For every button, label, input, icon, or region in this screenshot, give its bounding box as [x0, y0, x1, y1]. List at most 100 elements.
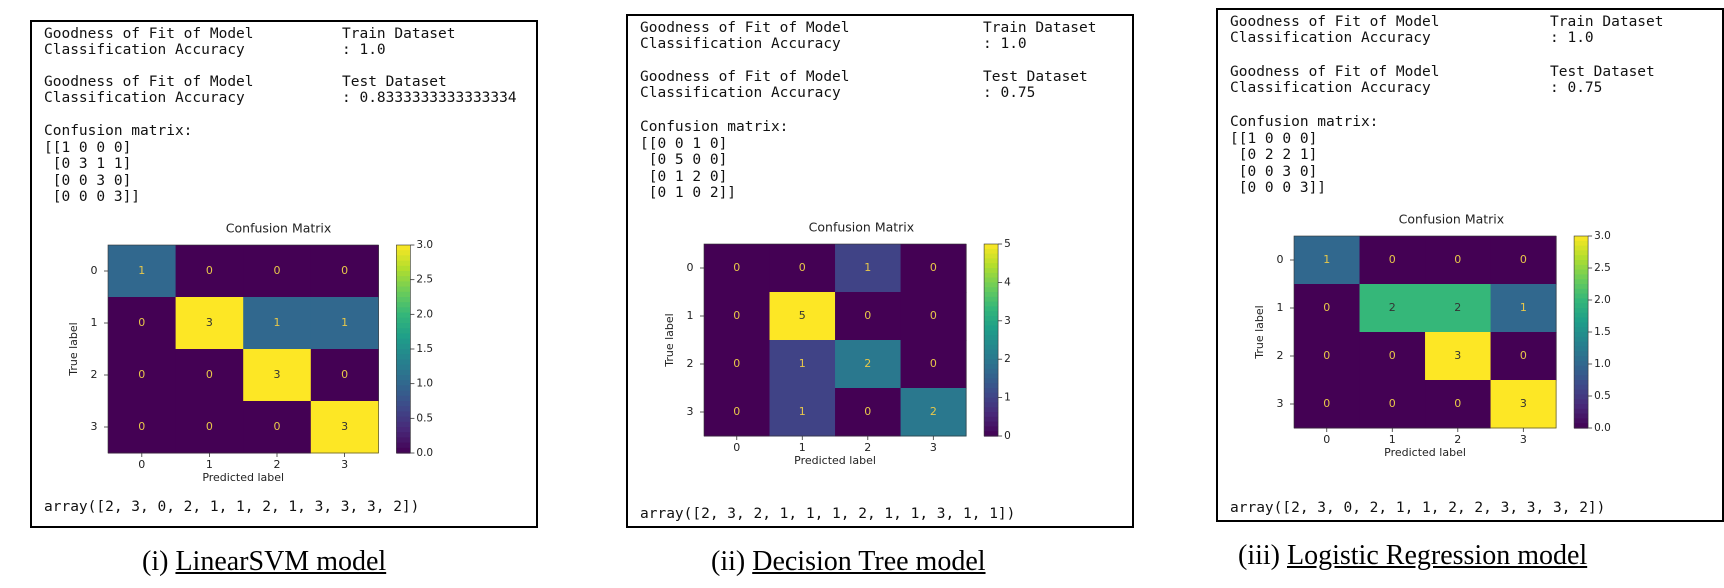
colorbar-segment	[1574, 284, 1589, 290]
caption-logistic-regression: (iii) Logistic Regression model	[1238, 540, 1588, 571]
colorbar-segment	[396, 411, 411, 418]
chart-title: Confusion Matrix	[226, 221, 332, 236]
colorbar-segment	[984, 263, 999, 269]
colorbar-segment	[1574, 332, 1589, 338]
heatmap-cell	[769, 292, 836, 341]
colorbar-segment	[396, 343, 411, 350]
colorbar-segment	[396, 421, 411, 428]
train-dataset-label: Train Dataset : 1.0	[1550, 14, 1664, 46]
colorbar-segment	[1574, 356, 1589, 362]
heatmap-cell	[1359, 284, 1426, 333]
colorbar-segment	[984, 402, 999, 408]
colorbar-segment	[396, 401, 411, 407]
plot-frame	[107, 244, 379, 454]
colorbar-segment	[396, 333, 411, 340]
fit-label: Goodness of Fit of Model Classification …	[640, 20, 850, 52]
heatmap-cell	[835, 388, 902, 437]
heatmap-cell	[704, 244, 771, 293]
colorbar-segment	[396, 416, 411, 423]
cell-value-label: 2	[930, 405, 937, 418]
heatmap-cell	[310, 245, 379, 298]
heatmap-cell	[1425, 284, 1492, 333]
prediction-array: array([2, 3, 0, 2, 1, 1, 2, 2, 3, 3, 3, …	[1230, 500, 1606, 516]
cell-value-label: 0	[1520, 253, 1527, 266]
colorbar-segment	[396, 260, 411, 267]
heatmap-cell	[704, 292, 771, 341]
heatmap-cell	[1294, 284, 1361, 333]
colorbar-segment	[1574, 327, 1589, 333]
colorbar-frame	[1573, 235, 1589, 429]
colorbar-segment	[984, 330, 999, 336]
y-axis-label: True label	[1253, 305, 1266, 359]
colorbar-segment	[984, 392, 999, 399]
colorbar-segment	[984, 340, 999, 346]
colorbar-segment	[396, 437, 411, 444]
cell-value-label: 0	[1389, 397, 1396, 410]
colorbar-segment	[984, 368, 999, 375]
colorbar-segment	[984, 416, 999, 423]
colorbar-segment	[984, 431, 999, 437]
train-accuracy-row: Goodness of Fit of Model Classification …	[1230, 14, 1714, 48]
fit-label: Goodness of Fit of Model Classification …	[44, 26, 254, 58]
colorbar-segment	[1574, 365, 1589, 371]
heatmap-cell	[1490, 284, 1557, 333]
colorbar-segment	[1574, 250, 1589, 256]
cell-value-label: 0	[1323, 349, 1330, 362]
colorbar-tick-label: 0.0	[1594, 422, 1611, 434]
confusion-matrix-text: Confusion matrix: [[0 0 1 0] [0 5 0 0] […	[640, 119, 789, 201]
colorbar-segment	[1574, 380, 1589, 386]
colorbar-segment	[396, 250, 411, 256]
confusion-matrix-text: Confusion matrix: [[1 0 0 0] [0 3 1 1] […	[44, 123, 193, 205]
colorbar-segment	[1574, 269, 1589, 275]
heatmap-cell	[1425, 380, 1492, 429]
y-tick-label: 3	[687, 405, 694, 418]
colorbar-segment	[396, 364, 411, 371]
colorbar-segment	[984, 282, 999, 288]
colorbar-segment	[396, 328, 411, 334]
colorbar-segment	[984, 258, 999, 264]
y-tick-label: 2	[687, 357, 694, 370]
cell-value-label: 0	[274, 264, 281, 277]
colorbar-segment	[1574, 399, 1589, 405]
fit-label: Goodness of Fit of Model Classification …	[640, 69, 850, 101]
x-tick-label: 2	[1454, 433, 1461, 446]
colorbar-tick-label: 2	[1004, 353, 1011, 365]
heatmap-cell	[108, 401, 177, 454]
test-accuracy-row: Goodness of Fit of Model Classification …	[640, 69, 1124, 103]
colorbar-tick-label: 1.5	[416, 343, 433, 355]
heatmap-cell	[108, 297, 177, 350]
colorbar-segment	[984, 287, 999, 293]
colorbar-segment	[984, 407, 999, 413]
colorbar-segment	[1574, 260, 1589, 266]
colorbar-segment	[1574, 322, 1589, 328]
colorbar-segment	[1574, 236, 1589, 242]
colorbar-segment	[1574, 308, 1589, 314]
colorbar-segment	[984, 253, 999, 259]
y-axis-label: True label	[663, 313, 676, 367]
chart-title: Confusion Matrix	[1399, 212, 1505, 227]
confusion-matrix-chart: Confusion Matrix 0 0 1 0 0 5 0 0 0 1 2 0 0 1 0 2 0 1 2 3 0 1 2 3…	[663, 220, 1011, 468]
cell-value-label: 1	[1520, 301, 1527, 314]
colorbar-segment	[1574, 312, 1589, 319]
heatmap-cell	[175, 401, 244, 454]
heatmap-cell	[769, 340, 836, 389]
colorbar-segment	[396, 432, 411, 438]
x-tick-label: 1	[206, 458, 213, 471]
colorbar-segment	[1574, 394, 1589, 400]
colorbar-segment	[1574, 370, 1589, 376]
colorbar-segment	[1574, 351, 1589, 357]
colorbar-tick-label: 1.0	[1594, 358, 1611, 370]
cell-value-label: 1	[274, 316, 281, 329]
colorbar-tick-label: 3.0	[1594, 230, 1611, 242]
panel-logistic-regression: Goodness of Fit of Model Classification …	[1216, 8, 1724, 522]
colorbar-segment	[984, 412, 999, 418]
colorbar-segment	[1574, 245, 1589, 251]
colorbar-segment	[984, 388, 999, 394]
cell-value-label: 0	[930, 309, 937, 322]
cell-value-label: 0	[799, 261, 806, 274]
heatmap-cell	[900, 388, 967, 437]
cell-value-label: 0	[733, 261, 740, 274]
cell-value-label: 0	[733, 405, 740, 418]
heatmap-cell	[1359, 380, 1426, 429]
heatmap-cell	[175, 349, 244, 402]
